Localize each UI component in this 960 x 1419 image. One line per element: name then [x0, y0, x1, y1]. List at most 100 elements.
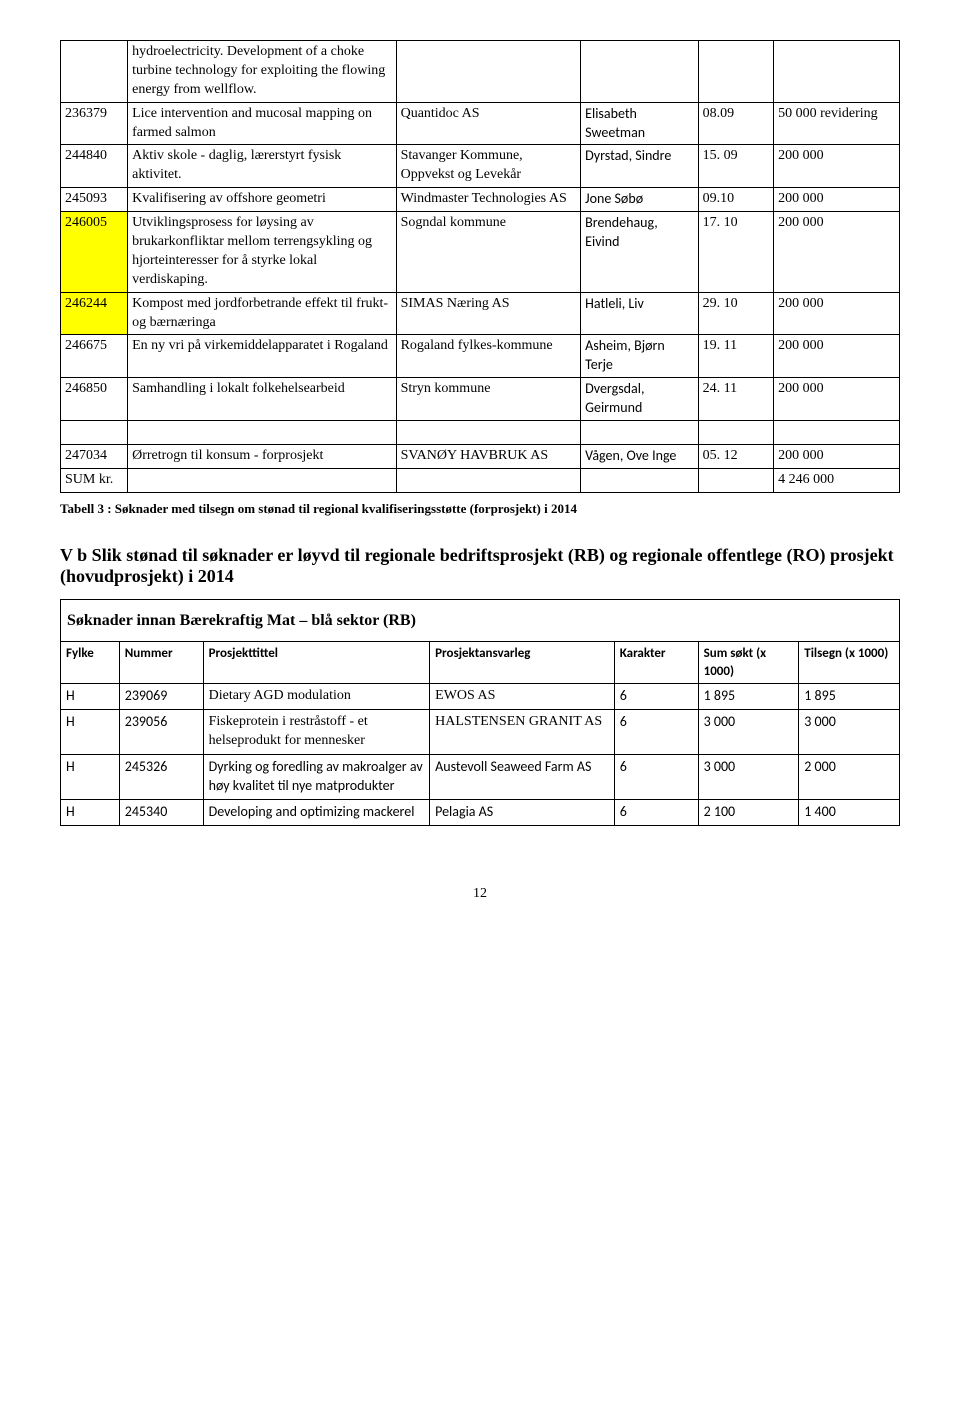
- table-cell: 08.09: [698, 102, 774, 145]
- table-row: H245326Dyrking og foredling av makroalge…: [61, 755, 900, 800]
- table-cell: Kompost med jordforbetrande effekt til f…: [128, 292, 396, 335]
- table-cell: H: [61, 710, 120, 755]
- table-cell: 200 000: [774, 292, 900, 335]
- table-cell: [61, 421, 128, 445]
- table-cell: 245326: [119, 755, 203, 800]
- table-cell: 200 000: [774, 335, 900, 378]
- table-cell: SUM kr.: [61, 468, 128, 492]
- table-cell: 200 000: [774, 212, 900, 293]
- table-cell: 1 400: [799, 799, 900, 825]
- table-cell: 1 895: [698, 684, 799, 710]
- table-cell: 6: [614, 799, 698, 825]
- table-row: [61, 421, 900, 445]
- table-cell: [396, 41, 581, 103]
- table-cell: [774, 421, 900, 445]
- table-row: 247034Ørretrogn til konsum - forprosjekt…: [61, 444, 900, 468]
- table-cell: 09.10: [698, 188, 774, 212]
- table-cell: [128, 421, 396, 445]
- table-row: SUM kr. 4 246 000: [61, 468, 900, 492]
- table-cell: 236379: [61, 102, 128, 145]
- table-cell: [581, 421, 698, 445]
- table-cell: Quantidoc AS: [396, 102, 581, 145]
- table-cell: 6: [614, 684, 698, 710]
- table-cell: Ørretrogn til konsum - forprosjekt: [128, 444, 396, 468]
- column-header: Nummer: [119, 642, 203, 684]
- table-cell: 239056: [119, 710, 203, 755]
- table-cell: Dvergsdal, Geirmund: [581, 378, 698, 421]
- table-cell: 17. 10: [698, 212, 774, 293]
- table-cell: Utviklingsprosess for løysing av brukark…: [128, 212, 396, 293]
- table-cell: Vågen, Ove Inge: [581, 444, 698, 468]
- table-cell: 200 000: [774, 444, 900, 468]
- table-row: 246675En ny vri på virkemiddelapparatet …: [61, 335, 900, 378]
- column-header: Prosjekttittel: [203, 642, 430, 684]
- table-cell: 2 100: [698, 799, 799, 825]
- table-cell: [774, 41, 900, 103]
- table-1-caption: Tabell 3 : Søknader med tilsegn om støna…: [60, 501, 900, 517]
- table-cell: H: [61, 684, 120, 710]
- table-cell: Sogndal kommune: [396, 212, 581, 293]
- table-cell: 3 000: [799, 710, 900, 755]
- table-cell: 246850: [61, 378, 128, 421]
- column-header: Karakter: [614, 642, 698, 684]
- table-row: 246850Samhandling i lokalt folkehelsearb…: [61, 378, 900, 421]
- table-cell: 19. 11: [698, 335, 774, 378]
- table-cell: 05. 12: [698, 444, 774, 468]
- table-cell: 3 000: [698, 755, 799, 800]
- table-cell: [698, 421, 774, 445]
- table-cell: 246675: [61, 335, 128, 378]
- table-cell: 246005: [61, 212, 128, 293]
- table-cell: Austevoll Seaweed Farm AS: [430, 755, 615, 800]
- table-cell: 24. 11: [698, 378, 774, 421]
- table-row: 246244Kompost med jordforbetrande effekt…: [61, 292, 900, 335]
- table-cell: 4 246 000: [774, 468, 900, 492]
- table-2-subheading: Søknader innan Bærekraftig Mat – blå sek…: [61, 599, 900, 642]
- table-cell: [61, 41, 128, 103]
- table-cell: [581, 468, 698, 492]
- table-cell: Jone Søbø: [581, 188, 698, 212]
- table-cell: 29. 10: [698, 292, 774, 335]
- table-cell: H: [61, 755, 120, 800]
- table-cell: 15. 09: [698, 145, 774, 188]
- table-cell: 2 000: [799, 755, 900, 800]
- table-cell: 244840: [61, 145, 128, 188]
- section-heading: V b Slik stønad til søknader er løyvd ti…: [60, 545, 900, 587]
- table-row: 246005Utviklingsprosess for løysing av b…: [61, 212, 900, 293]
- table-cell: 200 000: [774, 378, 900, 421]
- table-1: hydroelectricity. Development of a choke…: [60, 40, 900, 493]
- table-cell: 246244: [61, 292, 128, 335]
- table-cell: [128, 468, 396, 492]
- table-cell: EWOS AS: [430, 684, 615, 710]
- table-row: H239069Dietary AGD modulationEWOS AS61 8…: [61, 684, 900, 710]
- table-cell: [698, 468, 774, 492]
- table-cell: Rogaland fylkes-kommune: [396, 335, 581, 378]
- table-cell: hydroelectricity. Development of a choke…: [128, 41, 396, 103]
- table-cell: 245093: [61, 188, 128, 212]
- table-cell: 239069: [119, 684, 203, 710]
- table-cell: Lice intervention and mucosal mapping on…: [128, 102, 396, 145]
- table-row: H245340Developing and optimizing mackere…: [61, 799, 900, 825]
- table-cell: Dyrstad, Sindre: [581, 145, 698, 188]
- table-cell: Aktiv skole - daglig, lærerstyrt fysisk …: [128, 145, 396, 188]
- table-cell: H: [61, 799, 120, 825]
- column-header: Tilsegn (x 1000): [799, 642, 900, 684]
- table-cell: Samhandling i lokalt folkehelsearbeid: [128, 378, 396, 421]
- table-cell: Windmaster Technologies AS: [396, 188, 581, 212]
- table-cell: [396, 468, 581, 492]
- table-row: 244840Aktiv skole - daglig, lærerstyrt f…: [61, 145, 900, 188]
- table-cell: [581, 41, 698, 103]
- table-cell: Elisabeth Sweetman: [581, 102, 698, 145]
- table-cell: HALSTENSEN GRANIT AS: [430, 710, 615, 755]
- table-cell: Hatleli, Liv: [581, 292, 698, 335]
- table-cell: 3 000: [698, 710, 799, 755]
- table-row: 236379Lice intervention and mucosal mapp…: [61, 102, 900, 145]
- page-number: 12: [60, 886, 900, 902]
- table-cell: Stavanger Kommune, Oppvekst og Levekår: [396, 145, 581, 188]
- table-cell: Kvalifisering av offshore geometri: [128, 188, 396, 212]
- table-cell: 6: [614, 710, 698, 755]
- table-cell: 200 000: [774, 188, 900, 212]
- table-row: 245093Kvalifisering av offshore geometri…: [61, 188, 900, 212]
- table-cell: [396, 421, 581, 445]
- table-cell: 245340: [119, 799, 203, 825]
- table-cell: 6: [614, 755, 698, 800]
